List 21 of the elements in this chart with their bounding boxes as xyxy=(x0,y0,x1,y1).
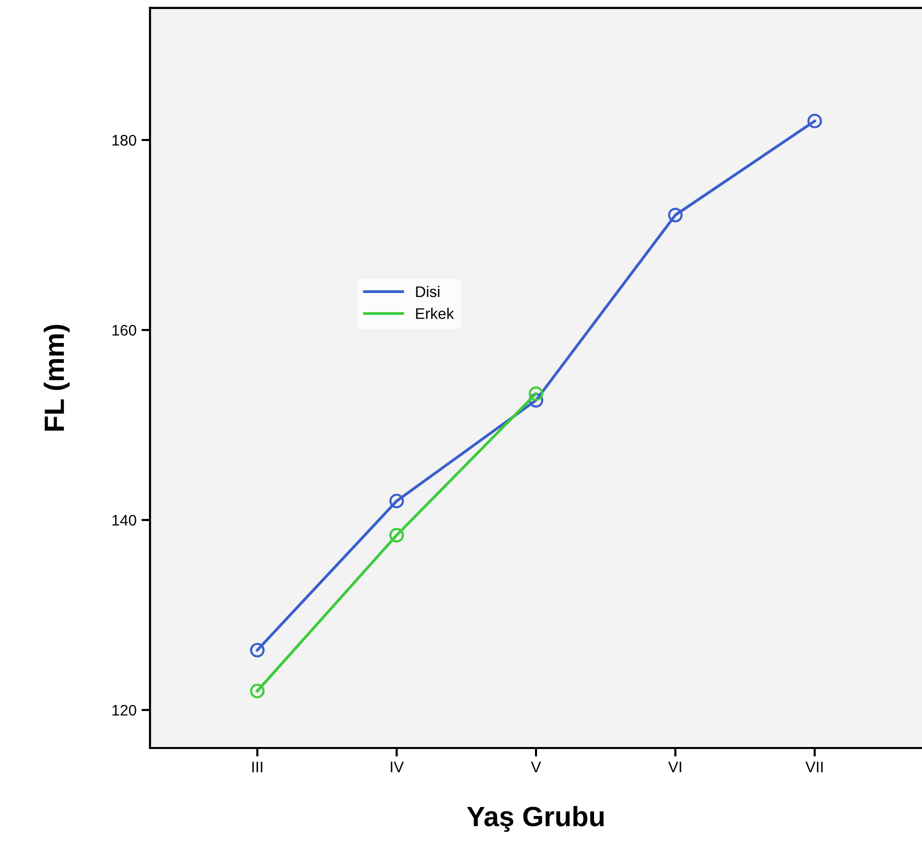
point xyxy=(807,114,822,128)
legend-label: Erkek xyxy=(416,308,454,320)
legend-label: Disi xyxy=(416,286,440,298)
point xyxy=(250,684,265,698)
y-tick-label: 180 xyxy=(112,134,136,146)
y-tick-label: 160 xyxy=(112,324,136,336)
x-tick-label: IV xyxy=(390,762,404,772)
y-tick-label: 120 xyxy=(112,704,136,716)
point xyxy=(668,208,683,222)
point xyxy=(528,386,544,401)
point xyxy=(250,642,265,658)
x-tick-label: III xyxy=(252,762,262,772)
point xyxy=(389,528,404,542)
point xyxy=(528,393,544,408)
point xyxy=(389,494,404,508)
x-tick-label: V xyxy=(530,762,542,772)
y-axis-title: FL (mm) xyxy=(44,324,70,431)
x-axis-title: Yaş Grubu xyxy=(467,806,604,832)
x-tick-label: VI xyxy=(668,762,682,772)
y-tick-label: 140 xyxy=(112,514,136,526)
x-tick-label: VII xyxy=(805,762,823,772)
